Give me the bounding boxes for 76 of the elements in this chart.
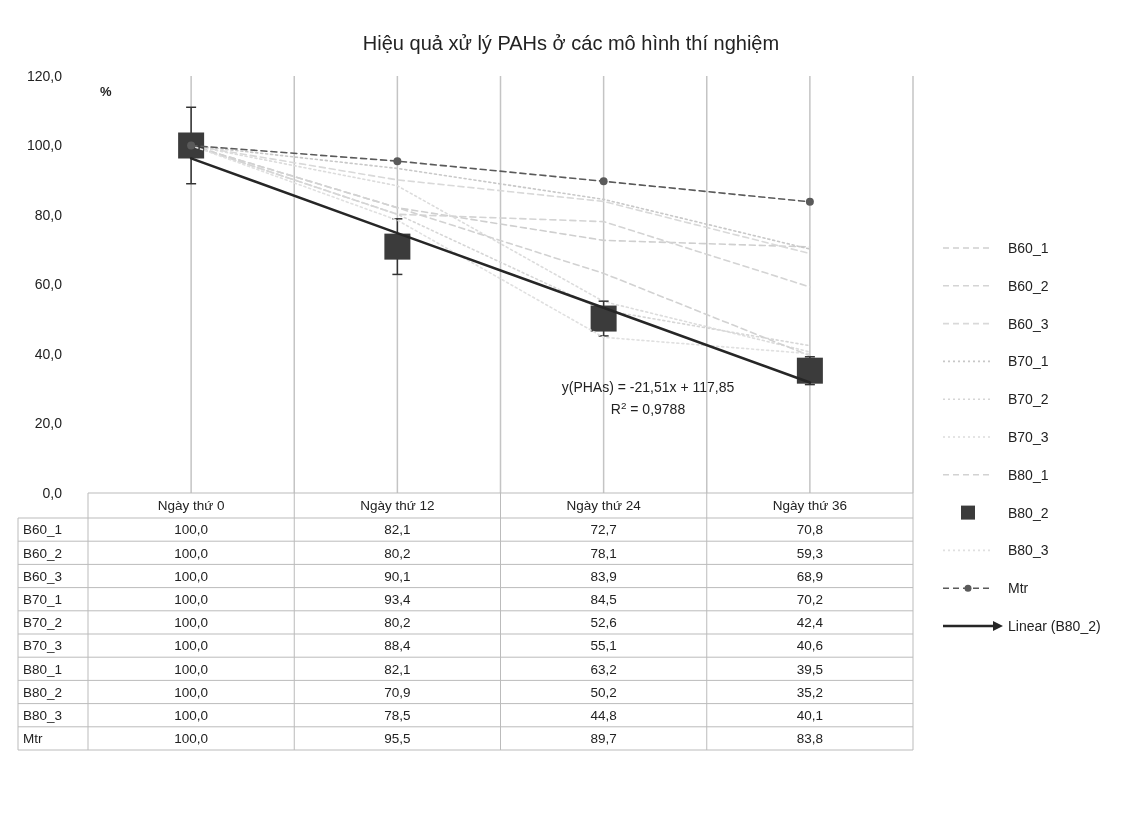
data-label: 83,9 [590, 568, 617, 584]
data-label: 39,5 [796, 661, 824, 677]
legend-label: B70_3 [1008, 428, 1049, 445]
data-label: 63,2 [590, 661, 617, 677]
data-label: 88,4 [384, 638, 411, 654]
data-label: 100,0 [174, 661, 209, 677]
data-label: 83,8 [796, 731, 824, 747]
data-label: 100,0 [174, 591, 209, 607]
data-label: 93,4 [384, 591, 411, 607]
y-tick-label: 80,0 [34, 206, 63, 223]
data-label: 70,2 [796, 591, 824, 607]
legend-label: B80_3 [1008, 542, 1049, 559]
text: B60_2 [23, 545, 63, 561]
text: B60_1 [23, 522, 63, 538]
legend-label: Linear (B80_2) [1008, 617, 1101, 634]
y-tick-label: 100,0 [26, 137, 63, 154]
data-label: 82,1 [384, 522, 411, 538]
data-label: 100,0 [174, 638, 209, 654]
data-label: 59,3 [796, 545, 824, 561]
y-tick-label: 40,0 [34, 345, 63, 362]
text: B80_2 [23, 684, 63, 700]
text: Mtr [23, 731, 43, 747]
data-label: 42,4 [796, 615, 824, 631]
x-tick-label: Ngày thứ 36 [772, 498, 848, 514]
data-label: 70,8 [796, 522, 824, 538]
legend-label: B60_3 [1008, 315, 1049, 332]
data-label: 78,5 [384, 707, 411, 723]
data-label: 72,7 [590, 522, 617, 538]
text: B70_1 [23, 591, 63, 607]
x-tick-label: Ngày thứ 0 [157, 498, 225, 514]
data-label: 89,7 [590, 731, 617, 747]
data-label: 100,0 [174, 545, 209, 561]
text: B70_3 [23, 638, 63, 654]
legend-label: B80_1 [1008, 466, 1049, 483]
annotation: R$^{2}$ = 0,9788 [610, 399, 686, 417]
data-label: 84,5 [590, 591, 617, 607]
y-axis-title: % [100, 84, 112, 99]
text: B60_3 [23, 568, 63, 584]
data-label: 95,5 [384, 731, 411, 747]
data-label: 50,2 [590, 684, 617, 700]
data-label: 100,0 [174, 615, 209, 631]
data-label: 80,2 [384, 615, 411, 631]
data-label: 35,2 [796, 684, 824, 700]
data-label: 44,8 [590, 707, 617, 723]
y-tick-label: 60,0 [34, 276, 63, 293]
data-label: 68,9 [796, 568, 824, 584]
legend-label: B60_1 [1008, 239, 1049, 256]
data-label: 80,2 [384, 545, 411, 561]
x-tick-label: Ngày thứ 12 [360, 498, 435, 514]
data-label: 52,6 [590, 615, 617, 631]
data-label: 40,6 [796, 638, 824, 654]
text: B70_2 [23, 615, 63, 631]
text: B80_3 [23, 707, 63, 723]
annotation: y(PHAs) = -21,51x + 117,85 [561, 379, 735, 395]
data-label: 82,1 [384, 661, 411, 677]
y-tick-label: 120,0 [26, 67, 63, 84]
data-label: 90,1 [384, 568, 411, 584]
data-label: 100,0 [174, 684, 209, 700]
data-label: 70,9 [384, 684, 411, 700]
text: B80_1 [23, 661, 63, 677]
data-label: 100,0 [174, 707, 209, 723]
legend-label: Mtr [1008, 580, 1029, 597]
legend-label: B60_2 [1008, 277, 1049, 294]
x-tick-label: Ngày thứ 24 [566, 498, 642, 514]
data-label: 100,0 [174, 522, 209, 538]
legend-label: B80_2 [1008, 504, 1049, 521]
data-label: 78,1 [590, 545, 617, 561]
legend-label: B70_2 [1008, 391, 1049, 408]
data-label: 40,1 [796, 707, 824, 723]
y-tick-label: 20,0 [34, 415, 63, 432]
data-label: 55,1 [590, 638, 617, 654]
legend-label: B70_1 [1008, 353, 1049, 370]
y-tick-label: 0,0 [42, 484, 63, 501]
data-label: 100,0 [174, 731, 209, 747]
data-label: 100,0 [174, 568, 209, 584]
chart-title: Hiệu quả xử lý PAHs ở các mô hình thí nghiệm [362, 32, 780, 54]
